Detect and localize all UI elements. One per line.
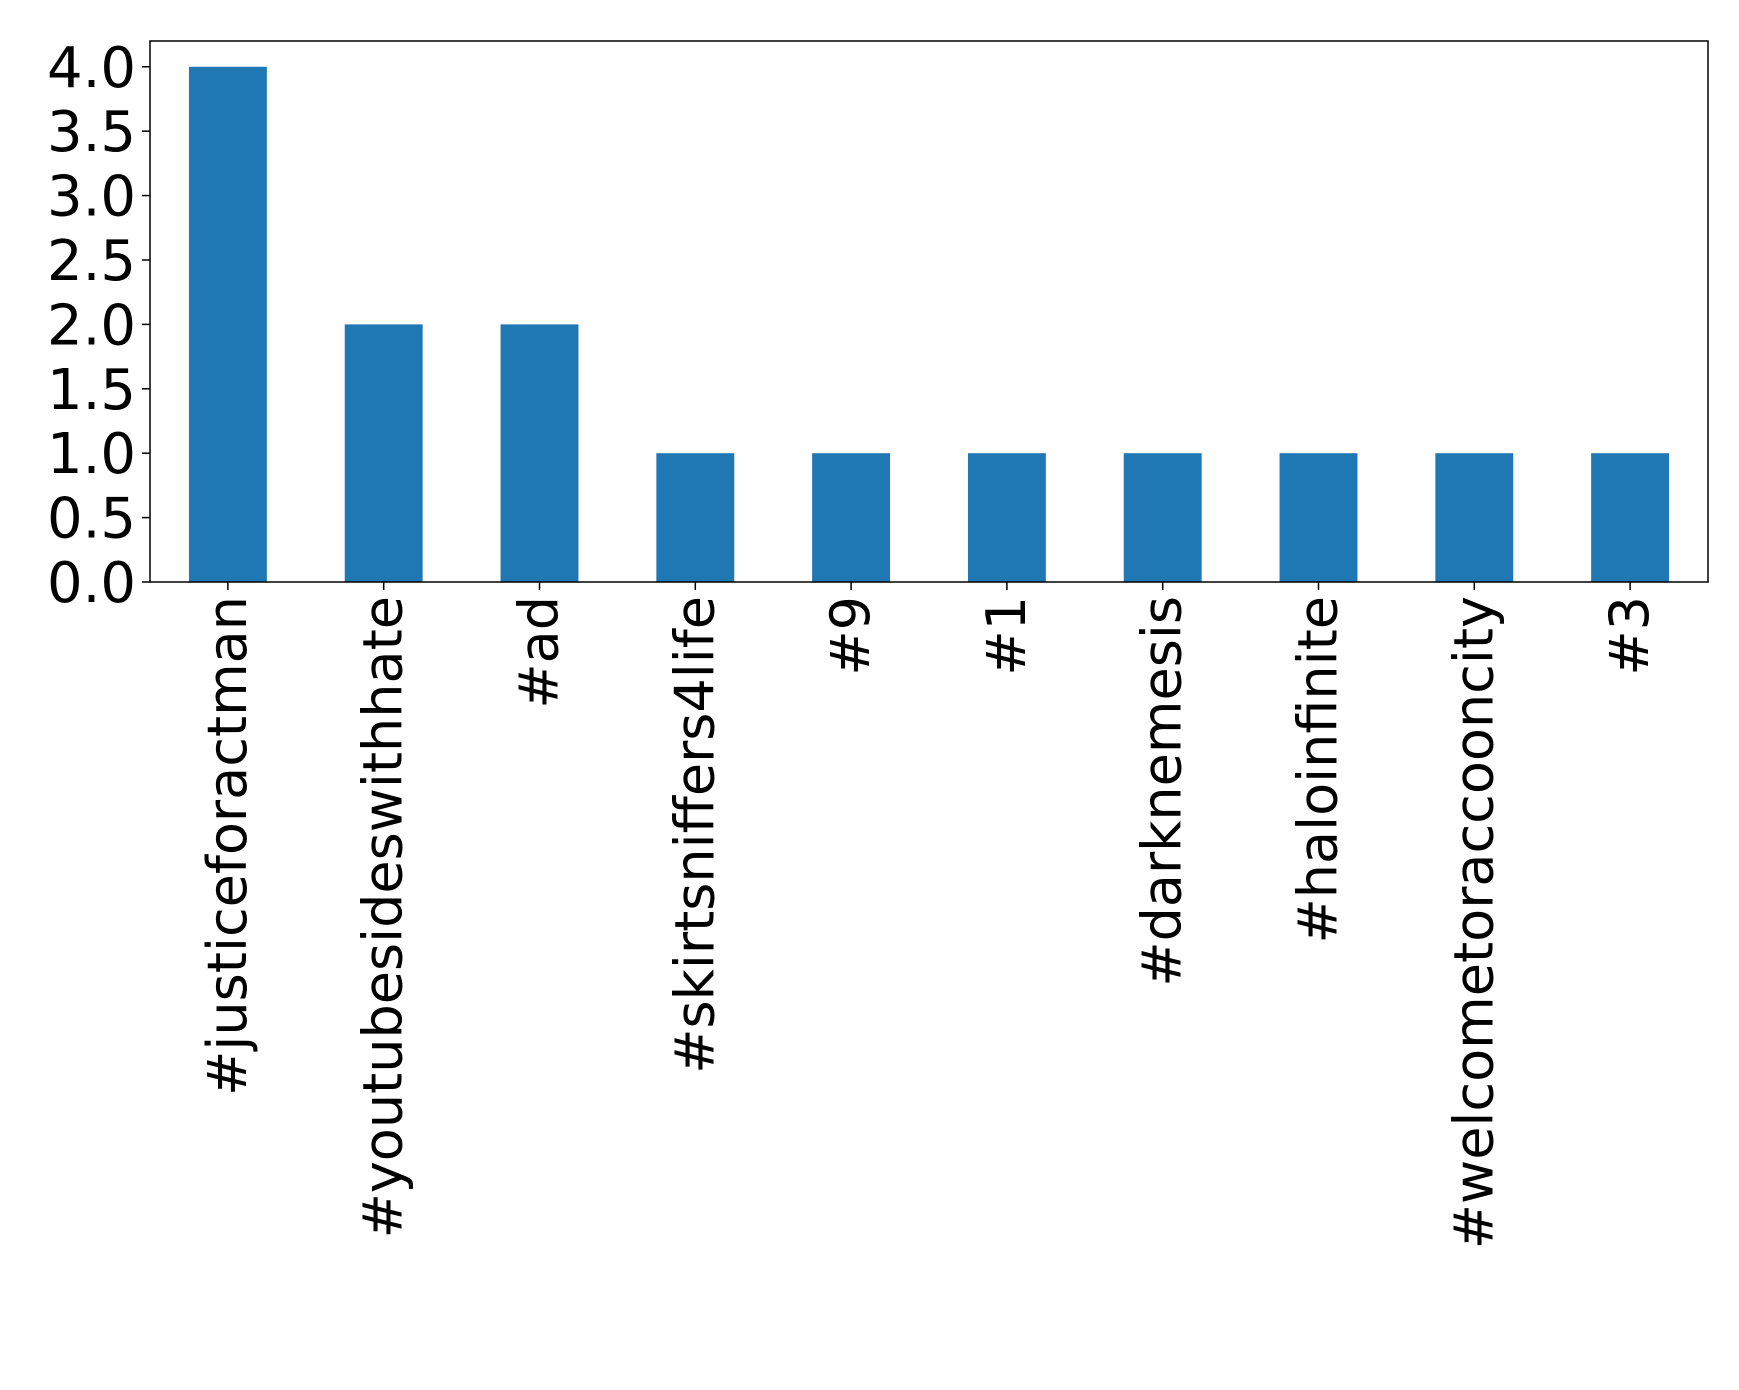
x-tick-label-2: #ad [508,596,571,709]
x-tick-label-7: #haloinfinite [1287,596,1350,943]
x-tick-label-4: #9 [819,596,882,676]
y-tick-label-1: 0.5 [47,487,136,552]
y-tick-label-3: 1.5 [47,358,136,423]
plot-frame [149,40,1709,583]
y-tick-label-8: 4.0 [47,36,136,101]
bar-7 [1279,453,1358,582]
x-tick-label-8: #welcometoraccooncity [1442,596,1505,1249]
y-tick-label-0: 0.0 [47,551,136,616]
bar-1 [344,324,423,582]
bar-5 [967,453,1046,582]
x-tick-label-1: #youtubesideswithhate [352,596,415,1238]
bar-2 [500,324,579,582]
bars-layer [188,66,1670,582]
y-tick-label-2: 1.0 [47,422,136,487]
x-tick-label-0: #justiceforactman [196,596,259,1096]
x-tick-label-6: #darknemesis [1131,596,1194,987]
y-tick-label-4: 2.0 [47,293,136,358]
y-axis: 0.00.51.01.52.02.53.03.54.0 [47,36,150,616]
bar-8 [1435,453,1514,582]
x-axis: #justiceforactman #youtubesideswithhate #a… [196,582,1661,1249]
bar-9 [1591,453,1670,582]
y-tick-label-5: 2.5 [47,229,136,294]
bar-4 [812,453,891,582]
y-tick-label-7: 3.5 [47,100,136,165]
bar-3 [656,453,735,582]
x-tick-label-3: #skirtsniffers4life [663,596,726,1074]
bar-6 [1123,453,1202,582]
x-tick-label-9: #3 [1598,596,1661,676]
x-tick-label-5: #1 [975,596,1038,676]
bar-0 [188,66,267,582]
y-tick-label-6: 3.0 [47,165,136,230]
